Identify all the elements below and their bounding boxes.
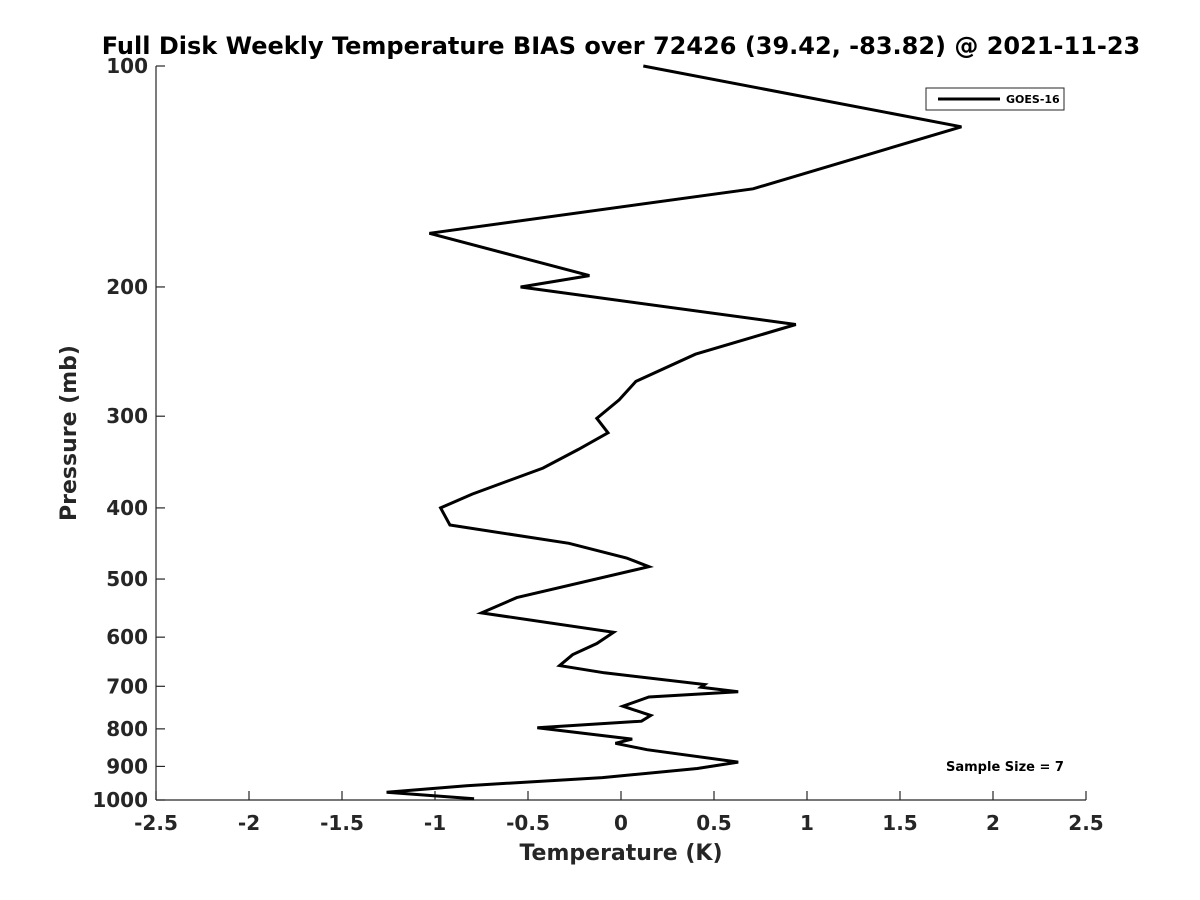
y-tick-label: 900 <box>106 754 148 778</box>
legend-entry-goes-16: GOES-16 <box>1006 93 1060 106</box>
x-tick-label: 0.5 <box>696 811 731 835</box>
x-tick-label: 2 <box>986 811 1000 835</box>
x-axis-label: Temperature (K) <box>519 841 722 866</box>
y-tick-label: 1000 <box>92 788 148 812</box>
x-tick-label: 1.5 <box>882 811 917 835</box>
x-tick-label: -2.5 <box>134 811 178 835</box>
x-tick-label: -1 <box>424 811 446 835</box>
x-tick-label: 2.5 <box>1068 811 1103 835</box>
y-tick-label: 600 <box>106 625 148 649</box>
x-tick-label: 1 <box>800 811 814 835</box>
y-tick-label: 200 <box>106 275 148 299</box>
chart-title: Full Disk Weekly Temperature BIAS over 7… <box>102 32 1141 60</box>
y-tick-label: 700 <box>106 674 148 698</box>
y-tick-label: 400 <box>106 496 148 520</box>
sample-size-annotation: Sample Size = 7 <box>946 760 1064 775</box>
x-tick-label: -0.5 <box>506 811 550 835</box>
x-tick-label: -2 <box>238 811 260 835</box>
series-line-goes-16 <box>386 64 962 801</box>
y-tick-label: 300 <box>106 404 148 428</box>
x-ticks: -2.5 -2 -1.5 -1 -0.5 0 0.5 1 1.5 2 2.5 <box>134 791 1104 835</box>
x-tick-label: 0 <box>614 811 628 835</box>
y-tick-label: 100 <box>106 54 148 78</box>
series-layer <box>386 64 962 801</box>
y-tick-label: 800 <box>106 717 148 741</box>
y-axis-label: Pressure (mb) <box>57 345 82 521</box>
y-ticks: 100 200 300 400 500 600 700 800 900 1000 <box>92 54 165 812</box>
y-tick-label: 500 <box>106 567 148 591</box>
x-tick-label: -1.5 <box>320 811 364 835</box>
legend: GOES-16 <box>925 87 1065 111</box>
